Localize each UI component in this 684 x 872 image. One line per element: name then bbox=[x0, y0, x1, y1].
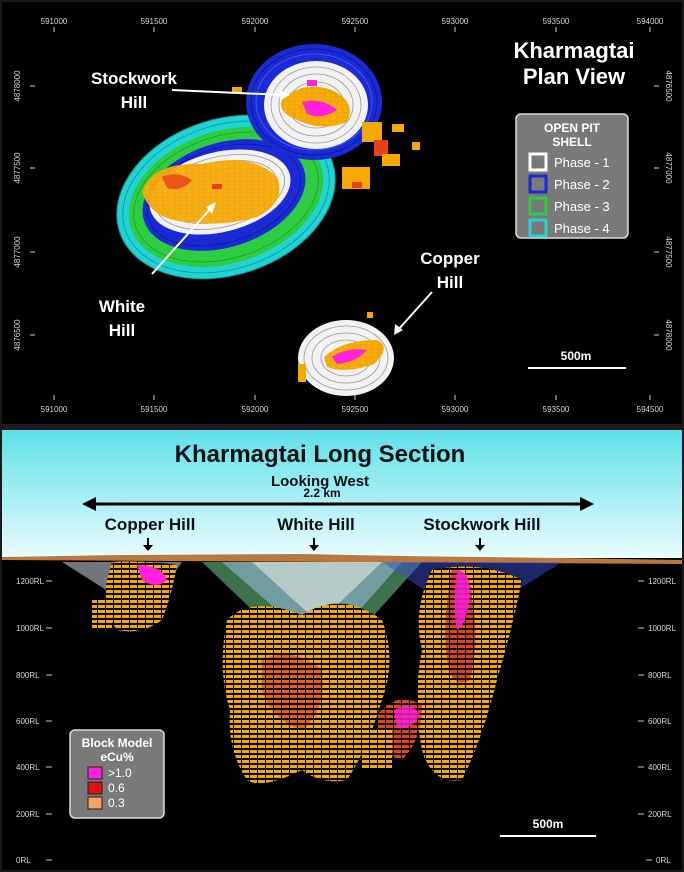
x-tick: 593000 bbox=[442, 17, 469, 26]
block-model-legend: Block Model eCu% >1.0 0.6 0.3 bbox=[69, 729, 165, 819]
legend-title: SHELL bbox=[552, 135, 591, 149]
y-tick: 4876500 bbox=[13, 319, 22, 351]
y-axis-left: 4878000 4877500 4877000 4876500 bbox=[13, 70, 22, 351]
plan-view-title: Kharmagtai bbox=[513, 38, 634, 63]
copper-hill-orebody bbox=[62, 561, 182, 632]
plan-view-map: 591000 591500 592000 592500 593000 59350… bbox=[13, 17, 673, 414]
rl-axis-left: 1200RL 1000RL 800RL 600RL 400RL 200RL 0R… bbox=[16, 577, 45, 865]
legend-swatch bbox=[528, 174, 548, 194]
scale-bar-label: 500m bbox=[533, 817, 564, 831]
x-tick: 593500 bbox=[543, 405, 570, 414]
x-tick: 591000 bbox=[41, 405, 68, 414]
plan-view-panel: 591000 591500 592000 592500 593000 59350… bbox=[2, 2, 682, 424]
distance-label: 2.2 km bbox=[303, 486, 340, 500]
rl-tick: 800RL bbox=[648, 671, 672, 680]
x-tick: 592500 bbox=[342, 405, 369, 414]
section-subtitle: Looking West bbox=[271, 473, 369, 490]
x-axis-bottom: 591000 591500 592000 592500 593000 59350… bbox=[41, 405, 664, 414]
legend-title: eCu% bbox=[100, 750, 134, 764]
callout-arrows bbox=[151, 89, 433, 335]
x-tick: 593000 bbox=[442, 405, 469, 414]
legend-swatch bbox=[528, 196, 548, 216]
legend-item: Phase - 2 bbox=[554, 177, 610, 192]
copper-hill-pit bbox=[298, 312, 394, 396]
plan-view-subtitle: Plan View bbox=[523, 64, 626, 89]
long-section-view: Kharmagtai Long Section Looking West 2.2… bbox=[2, 430, 682, 865]
rl-tick: 1200RL bbox=[648, 577, 677, 586]
rl-tick: 1000RL bbox=[16, 624, 45, 633]
y-tick: 4877500 bbox=[13, 152, 22, 184]
legend-swatch bbox=[87, 781, 103, 795]
copper-hill-label: Copper bbox=[420, 249, 480, 268]
section-title: Kharmagtai Long Section bbox=[175, 441, 466, 468]
rl-tick: 600RL bbox=[648, 717, 672, 726]
legend-item: 0.3 bbox=[108, 796, 125, 810]
y-tick: 4876500 bbox=[664, 70, 673, 102]
y-axis-right: 4876500 4877000 4877500 4878000 bbox=[664, 70, 673, 351]
rl-tick: 200RL bbox=[16, 810, 40, 819]
legend-title: Block Model bbox=[82, 736, 153, 750]
y-tick: 4877500 bbox=[664, 236, 673, 268]
white-hill-label: Hill bbox=[109, 321, 135, 340]
stockwork-hill-label: Hill bbox=[121, 93, 147, 112]
stockwork-hill-label: Stockwork bbox=[91, 69, 178, 88]
legend-item: Phase - 1 bbox=[554, 155, 610, 170]
y-tick: 4878000 bbox=[13, 70, 22, 102]
section-scale-bar: 500m bbox=[500, 817, 596, 837]
legend-swatch bbox=[87, 796, 103, 810]
rl-tick: 800RL bbox=[16, 671, 40, 680]
x-tick: 594500 bbox=[637, 405, 664, 414]
rl-tick: 400RL bbox=[648, 763, 672, 772]
legend-swatch bbox=[528, 152, 548, 172]
distance-arrow: 2.2 km bbox=[82, 486, 594, 511]
x-tick: 591500 bbox=[141, 405, 168, 414]
rl-tick: 0RL bbox=[656, 856, 671, 865]
plan-scale-bar: 500m bbox=[528, 349, 626, 369]
rl-tick: 400RL bbox=[16, 763, 40, 772]
rl-axis-right: 1200RL 1000RL 800RL 600RL 400RL 200RL 0R… bbox=[648, 577, 677, 865]
white-hill-section-label: White Hill bbox=[277, 515, 354, 534]
location-markers bbox=[143, 538, 485, 551]
white-hill-pit bbox=[116, 114, 336, 280]
legend-item: >1.0 bbox=[108, 766, 132, 780]
x-tick: 591000 bbox=[41, 17, 68, 26]
copper-hill-section-label: Copper Hill bbox=[105, 515, 196, 534]
legend-item: Phase - 4 bbox=[554, 221, 610, 236]
rl-tick: 600RL bbox=[16, 717, 40, 726]
x-tick: 594000 bbox=[637, 17, 664, 26]
rl-tick: 200RL bbox=[648, 810, 672, 819]
stockwork-hill-pit bbox=[232, 44, 420, 189]
rl-tick: 1200RL bbox=[16, 577, 45, 586]
stockwork-hill-orebody bbox=[362, 562, 562, 781]
legend-item: 0.6 bbox=[108, 781, 125, 795]
x-tick: 593500 bbox=[543, 17, 570, 26]
long-section-panel: Kharmagtai Long Section Looking West 2.2… bbox=[2, 430, 682, 870]
x-tick: 592500 bbox=[342, 17, 369, 26]
copper-hill-label: Hill bbox=[437, 273, 463, 292]
y-tick: 4877000 bbox=[13, 236, 22, 268]
open-pit-legend: OPEN PIT SHELL Phase - 1 Phase - 2 Phase… bbox=[515, 113, 629, 239]
white-hill-label: White bbox=[99, 297, 145, 316]
rl-tick: 1000RL bbox=[648, 624, 677, 633]
stockwork-hill-section-label: Stockwork Hill bbox=[423, 515, 540, 534]
legend-title: OPEN PIT bbox=[544, 121, 601, 135]
white-hill-orebody bbox=[202, 562, 422, 784]
y-tick: 4878000 bbox=[664, 319, 673, 351]
x-axis-top: 591000 591500 592000 592500 593000 59350… bbox=[41, 17, 664, 26]
scale-bar-label: 500m bbox=[561, 349, 592, 363]
y-tick: 4877000 bbox=[664, 152, 673, 184]
legend-swatch bbox=[87, 766, 103, 780]
x-tick: 592000 bbox=[242, 17, 269, 26]
rl-tick: 0RL bbox=[16, 856, 31, 865]
legend-item: Phase - 3 bbox=[554, 199, 610, 214]
legend-swatch bbox=[528, 218, 548, 238]
x-tick: 592000 bbox=[242, 405, 269, 414]
x-tick: 591500 bbox=[141, 17, 168, 26]
